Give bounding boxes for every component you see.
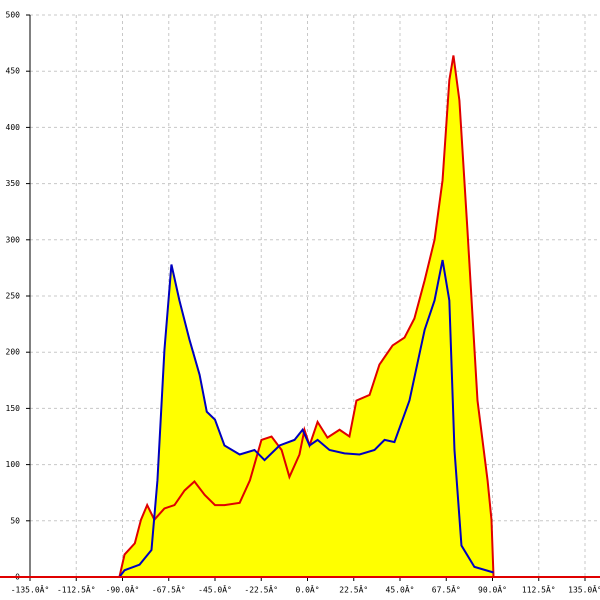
x-tick-label: 45.0Â° <box>386 584 415 595</box>
x-tick-label: 112.5Â° <box>522 584 556 595</box>
x-tick-label: -45.0Â° <box>198 584 232 595</box>
y-tick-label: 100 <box>6 460 21 469</box>
x-tick-label: 67.5Â° <box>432 584 461 595</box>
y-tick-label: 200 <box>6 348 21 357</box>
y-tick-label: 350 <box>6 179 21 188</box>
y-tick-label: 250 <box>6 292 21 301</box>
x-tick-label: -22.5Â° <box>244 584 278 595</box>
area <box>119 260 494 577</box>
x-tick-label: -67.5Â° <box>152 584 186 595</box>
y-tick-label: 300 <box>6 235 21 244</box>
x-tick-label: -135.0Â° <box>11 584 50 595</box>
x-tick-label: 90.0Â° <box>478 584 507 595</box>
y-tick-label: 150 <box>6 404 21 413</box>
x-tick-label: -112.5Â° <box>57 584 96 595</box>
y-tick-label: 450 <box>6 67 21 76</box>
y-tick-label: 50 <box>10 516 20 525</box>
x-tick-label: 135.0Â° <box>568 584 600 595</box>
x-tick-label: -90.0Â° <box>106 584 140 595</box>
x-tick-label: 22.5Â° <box>339 584 368 595</box>
line <box>118 259 494 578</box>
x-tick-label: 0.0Â° <box>295 584 319 595</box>
y-tick-label: 500 <box>6 11 21 20</box>
y-tick-label: 400 <box>6 123 21 132</box>
